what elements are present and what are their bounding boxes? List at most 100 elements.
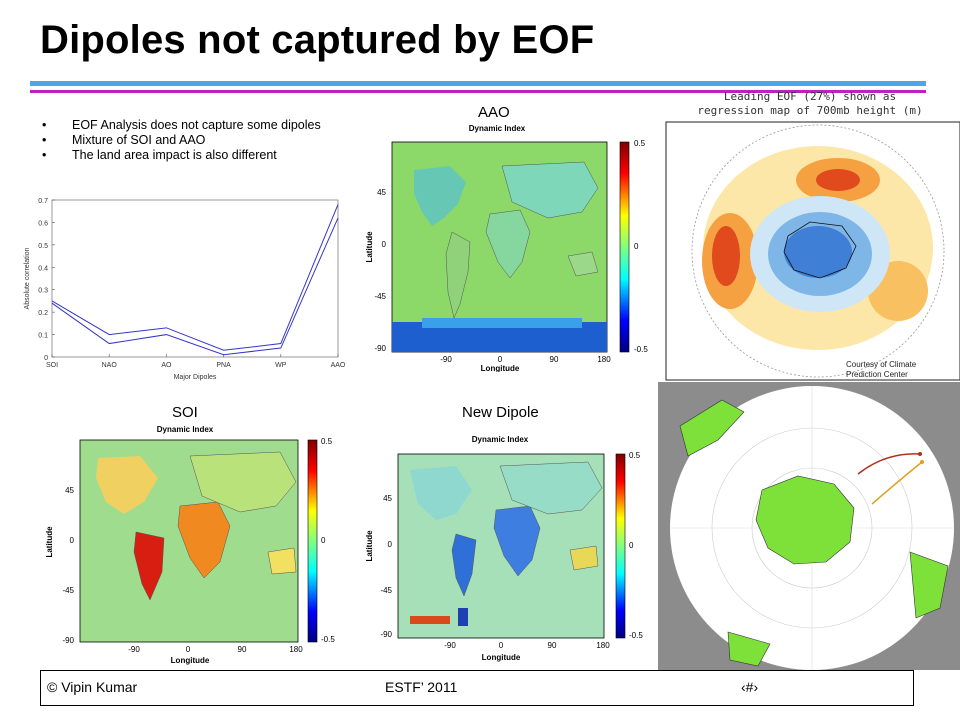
x-tick-label: SOI — [46, 362, 58, 369]
bullet-item: The land area impact is also different — [42, 148, 348, 163]
eurasia-landmass — [501, 161, 599, 219]
colorbar — [619, 141, 630, 353]
lat-tick: 0 — [382, 240, 387, 249]
lat-tick: -90 — [380, 630, 392, 639]
slide-title: Dipoles not captured by EOF — [40, 18, 595, 62]
eof-map-title: Leading EOF (27%) shown as — [724, 90, 896, 103]
lon-axis-label: Longitude — [171, 656, 210, 665]
new-dipole-map-subtitle: Dynamic Index — [472, 435, 529, 444]
eof-polar-map: Leading EOF (27%) shown as regression ma… — [665, 90, 960, 381]
lon-tick: 0 — [499, 641, 504, 650]
aao-map-panel: Dynamic Index 0.5 0 -0.5 45 0 -45 -90 -9… — [362, 122, 658, 372]
lon-tick: 90 — [548, 641, 557, 650]
africa-landmass — [485, 209, 531, 279]
bullet-item: Mixture of SOI and AAO — [42, 133, 348, 148]
lon-tick: 180 — [597, 355, 611, 364]
x-tick-label: WP — [275, 362, 287, 369]
lon-tick: -90 — [440, 355, 452, 364]
cbar-tick: 0.5 — [629, 451, 641, 460]
lat-axis-label: Latitude — [365, 530, 374, 562]
y-tick-label: 0.2 — [38, 310, 48, 317]
title-rule-purple — [30, 90, 926, 93]
footer: © Vipin Kumar ESTF’ 2011 ‹#› — [40, 670, 914, 706]
new-dipole-map: Dynamic Index 0.5 0 -0.5 45 0 -45 -90 -9… — [365, 435, 643, 662]
title-rule-blue — [30, 81, 926, 86]
aao-map: Dynamic Index 0.5 0 -0.5 45 0 -45 -90 -9… — [365, 124, 648, 372]
y-tick-label: 0 — [44, 355, 48, 362]
australia-landmass — [569, 545, 599, 571]
lat-axis-label: Latitude — [45, 526, 54, 558]
x-tick-label: AO — [161, 362, 172, 369]
polar-dipole-map-panel — [658, 382, 960, 670]
footer-conference: ESTF’ 2011 — [385, 679, 458, 695]
credit-text: Prediction Center — [846, 370, 908, 379]
y-tick-label: 0.7 — [38, 198, 48, 205]
aao-map-subtitle: Dynamic Index — [469, 124, 526, 133]
lon-tick: 0 — [186, 645, 191, 654]
africa-landmass — [177, 501, 231, 579]
new-dipole-label: New Dipole — [462, 404, 539, 421]
correlation-chart: 0 0.1 0.2 0.3 0.4 0.5 0.6 0.7 SOI NAO AO PNA WP AAO Ma… — [20, 190, 350, 385]
credit-text: Courtesy of Climate — [846, 360, 917, 369]
positive-anomaly-core — [712, 226, 740, 286]
eurasia-landmass — [189, 451, 297, 513]
lat-tick: -45 — [374, 292, 386, 301]
lon-tick: 180 — [596, 641, 610, 650]
cbar-tick: 0 — [629, 541, 634, 550]
lat-tick: 0 — [70, 536, 75, 545]
cbar-tick: -0.5 — [634, 345, 648, 354]
antarctic-band-edge — [422, 318, 582, 328]
correlation-chart-svg: 0 0.1 0.2 0.3 0.4 0.5 0.6 0.7 SOI NAO AO PNA WP AAO Ma… — [24, 198, 346, 381]
lon-tick: -90 — [444, 641, 456, 650]
polar-grid — [691, 124, 945, 378]
australia-landmass — [567, 251, 599, 277]
y-tick-label: 0.3 — [38, 288, 48, 295]
x-tick-label: AAO — [331, 362, 346, 369]
x-tick-label: NAO — [102, 362, 118, 369]
plot-area — [51, 199, 339, 358]
australia-landmass — [909, 551, 949, 619]
australia-landmass — [267, 547, 297, 575]
footer-slide-number: ‹#› — [741, 679, 759, 695]
y-tick-label: 0.4 — [38, 265, 48, 272]
cbar-tick: -0.5 — [321, 635, 335, 644]
y-tick-label: 0.1 — [38, 333, 48, 340]
lon-tick: -90 — [128, 645, 140, 654]
lat-axis-label: Latitude — [365, 231, 374, 263]
lon-tick: 0 — [498, 355, 503, 364]
colorbar — [307, 439, 318, 643]
cbar-tick: 0.5 — [321, 437, 333, 446]
footer-author: © Vipin Kumar — [47, 679, 138, 695]
lat-tick: 45 — [65, 486, 74, 495]
antarctica-landmass — [755, 475, 855, 565]
lat-tick: 45 — [383, 494, 392, 503]
lat-tick: 0 — [388, 540, 393, 549]
south-america-landmass — [133, 531, 165, 601]
bullet-list: EOF Analysis does not capture some dipol… — [42, 118, 348, 163]
y-axis-label: Absolute correlation — [24, 247, 31, 309]
lon-axis-label: Longitude — [482, 653, 521, 662]
negative-anomaly-core — [784, 226, 852, 278]
y-tick-label: 0.6 — [38, 220, 48, 227]
south-america-landmass — [445, 231, 471, 319]
dipole-endpoint — [920, 460, 924, 464]
colorbar — [615, 453, 626, 639]
north-america-landmass — [410, 466, 472, 520]
soi-map: Dynamic Index 0.5 0 -0.5 45 0 -45 -90 -9… — [45, 425, 335, 665]
x-axis-label: Major Dipoles — [174, 374, 217, 381]
south-america-landmass — [451, 533, 477, 597]
dipole-arrow — [871, 461, 923, 505]
south-america-landmass — [679, 399, 745, 457]
lon-tick: 90 — [550, 355, 559, 364]
anomaly-patch — [410, 616, 450, 624]
lon-tick: 180 — [289, 645, 303, 654]
cbar-tick: 0.5 — [634, 139, 646, 148]
x-tick-label: PNA — [216, 362, 231, 369]
lat-tick: -45 — [380, 586, 392, 595]
cbar-tick: 0 — [634, 242, 639, 251]
eof-map-title: regression map of 700mb height (m) — [697, 104, 922, 117]
africa-landmass — [493, 505, 541, 577]
anomaly-patch — [458, 608, 468, 626]
new-dipole-map-panel: Dynamic Index 0.5 0 -0.5 45 0 -45 -90 -9… — [360, 430, 660, 670]
soi-label: SOI — [172, 404, 198, 421]
